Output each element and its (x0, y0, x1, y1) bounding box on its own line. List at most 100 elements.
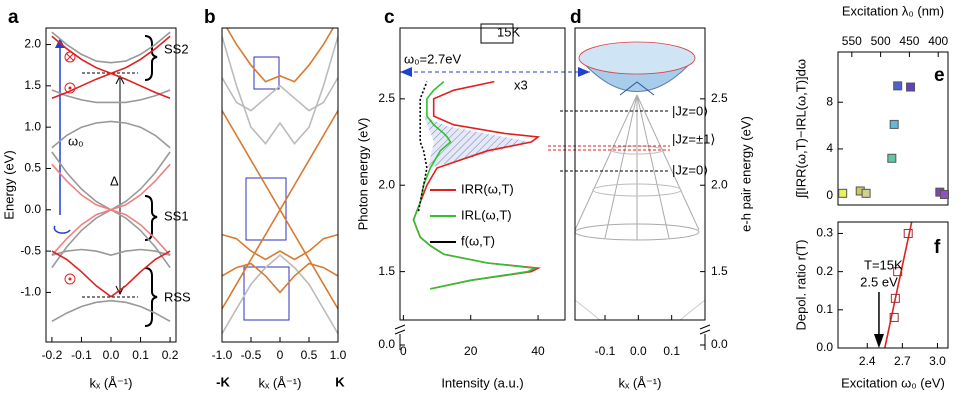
annotation: -K (216, 374, 230, 389)
y-tick-label: -1.0 (20, 285, 41, 299)
annotation: |Jz=±1⟩ (672, 131, 715, 146)
y-tick-label: 2.5 (378, 91, 395, 105)
x-tick-label: -1.0 (212, 348, 233, 362)
frame (574, 27, 706, 321)
frame (837, 51, 949, 206)
y-tick-label: 0.0 (24, 202, 41, 216)
x-tick-label: 2.7 (894, 354, 911, 368)
x-axis-label: Excitation ω₀ (eV) (841, 375, 945, 390)
point (887, 153, 897, 163)
y-axis-label: Depol. ratio r(T) (793, 239, 808, 330)
y-axis-label: Energy (eV) (1, 150, 16, 219)
series-line (222, 77, 338, 112)
x2-tick-label: 550 (842, 34, 862, 48)
annotation: |Jz=0⟩ (672, 103, 708, 118)
axis-break (699, 324, 711, 350)
y-tick-label: 0.2 (816, 264, 833, 278)
y-tick-label: 2.0 (378, 177, 395, 191)
arrow-head (873, 334, 884, 348)
panel-d-decor (548, 41, 706, 321)
frame (399, 27, 566, 321)
point (939, 189, 949, 199)
annotation: |Jz=0⟩ (672, 162, 708, 177)
x-tick-label: 0.1 (132, 348, 149, 362)
series-line (222, 233, 338, 261)
y-tick-label: 1.5 (24, 78, 41, 92)
x2-tick-label: 400 (928, 34, 948, 48)
x2-axis-label: Excitation λ₀ (nm) (842, 3, 944, 18)
y-tick-label: 2.0 (24, 37, 41, 51)
x-tick-label: 0.2 (162, 348, 179, 362)
y-tick-label: 1.5 (711, 264, 728, 278)
point (893, 81, 903, 91)
annotation: K (335, 374, 345, 389)
y-axis-label: Photon energy (eV) (355, 118, 370, 231)
y-tick-label: 0.3 (816, 226, 833, 240)
panel-letter: b (204, 7, 216, 28)
x2-tick-label: 500 (871, 34, 891, 48)
annotation: T=15K (864, 257, 903, 272)
panel-letter: f (934, 237, 941, 258)
series-line (225, 28, 335, 83)
point (889, 119, 899, 129)
legend-label: IRL(ω,T) (461, 207, 512, 222)
series-line (222, 262, 338, 294)
point (890, 293, 900, 303)
y-axis-label: ∫[IRR(ω,T)−IRL(ω,T)]dω (793, 59, 808, 199)
panel-letter: c (384, 7, 395, 28)
arrow-label: 2.5 eV (860, 274, 898, 289)
y-tick-label: 0.5 (24, 161, 41, 175)
y-tick-label: 4 (826, 141, 833, 155)
point (838, 188, 848, 198)
x-tick-label: -0.5 (241, 348, 262, 362)
x-tick-label: -0.2 (42, 348, 63, 362)
y-tick-label: 0.1 (816, 302, 833, 316)
x-tick-label: 2.4 (859, 354, 876, 368)
point (861, 188, 871, 198)
x-tick-label: -0.1 (595, 344, 616, 358)
y-tick-label: 0.0 (378, 337, 395, 351)
plot-area (222, 28, 338, 335)
plot-area (412, 80, 541, 290)
series-line (51, 163, 171, 256)
panel-letter: e (934, 65, 945, 86)
x-tick-label: 0.0 (630, 344, 647, 358)
annotation: ω₀=2.7eV (404, 51, 461, 66)
x-tick-label: 0.0 (103, 348, 120, 362)
series-line (51, 248, 171, 257)
panel-a-decor (53, 35, 158, 327)
x-tick-label: 0 (277, 348, 284, 362)
annotation: Δ (110, 173, 119, 188)
series-line (222, 254, 338, 335)
series-line (51, 31, 171, 64)
y-tick-label: 1.5 (378, 264, 395, 278)
axis-break-gap (702, 326, 708, 334)
series-line (222, 36, 338, 145)
x-tick-label: 3.0 (929, 354, 946, 368)
series-line (884, 222, 913, 348)
annotation: SS2 (164, 41, 189, 56)
x-tick-label: 20 (464, 344, 478, 358)
x-tick-label: 0.1 (663, 344, 680, 358)
legend-label: IRR(ω,T) (461, 181, 514, 196)
axis-break (394, 324, 406, 350)
frame (837, 221, 949, 349)
series-line (51, 120, 171, 149)
annotation: 15K (497, 24, 520, 39)
x-axis-label: kₓ (Å⁻¹) (619, 375, 662, 390)
point (903, 228, 913, 238)
y-axis-label: e-h pair energy (eV) (738, 116, 753, 232)
y-tick-label: 2.5 (711, 91, 728, 105)
y-tick-label: 2.0 (711, 177, 728, 191)
axis-break-gap (397, 326, 403, 334)
x2-tick-label: 450 (899, 34, 919, 48)
annotation: RSS (164, 289, 191, 304)
x-axis-label: kₓ (Å⁻¹) (90, 375, 133, 390)
x-tick-label: 0.5 (301, 348, 318, 362)
series-line (51, 35, 171, 99)
panel-c-decor (400, 23, 590, 168)
x-axis-label: kₓ (Å⁻¹) (259, 375, 302, 390)
y-tick-label: 8 (826, 94, 833, 108)
point (906, 82, 916, 92)
